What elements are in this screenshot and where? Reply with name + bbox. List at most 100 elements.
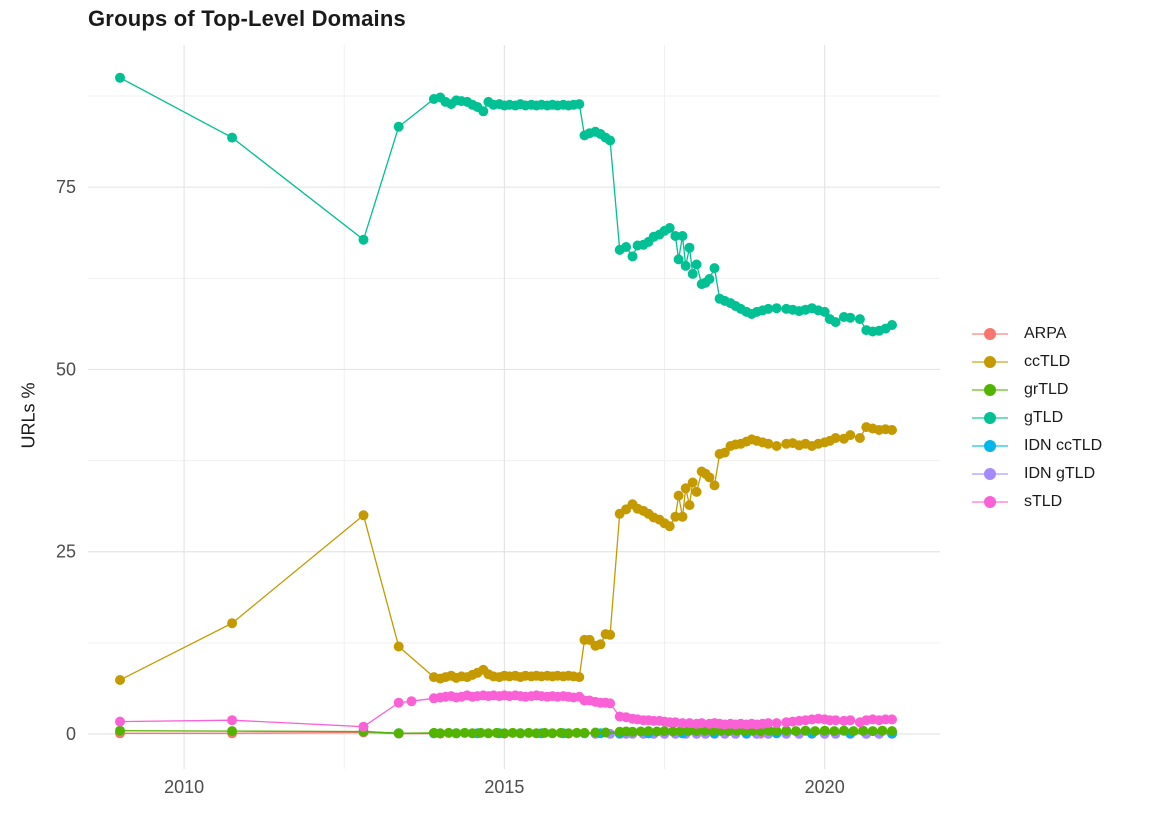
data-point	[227, 132, 238, 143]
data-point	[675, 726, 686, 737]
data-point	[605, 698, 616, 709]
data-point	[819, 306, 830, 317]
data-point	[687, 477, 698, 488]
data-point	[677, 718, 688, 729]
data-point	[590, 727, 601, 738]
data-point	[643, 726, 654, 737]
data-point	[691, 259, 702, 270]
legend-key-icon	[972, 327, 1008, 341]
data-point	[393, 697, 404, 708]
data-point	[499, 728, 510, 739]
data-point	[393, 728, 404, 739]
data-point	[854, 433, 865, 443]
legend-dot	[984, 496, 996, 508]
legend-item-ARPA: ARPA	[972, 320, 1102, 348]
data-point	[595, 639, 606, 650]
legend-item-sTLD: sTLD	[972, 488, 1102, 516]
data-point	[771, 441, 782, 451]
legend: ARPA ccTLD grTLD gTLD IDN ccTLD IDN gTLD sTLD	[972, 320, 1102, 516]
legend-dot	[984, 440, 996, 452]
data-point	[848, 726, 859, 737]
y-axis-tick-label: 25	[56, 542, 76, 562]
data-point	[670, 511, 681, 522]
data-point	[887, 726, 897, 737]
series-grTLD	[115, 725, 897, 739]
data-point	[659, 726, 670, 737]
y-axis-tick-label: 50	[56, 359, 76, 379]
data-point	[680, 260, 691, 271]
data-point	[635, 726, 646, 737]
data-point	[563, 728, 574, 739]
data-point	[691, 486, 702, 497]
data-point	[664, 223, 675, 233]
legend-key-icon	[972, 467, 1008, 481]
data-point	[664, 521, 675, 532]
legend-label: grTLD	[1024, 381, 1069, 398]
data-point	[683, 725, 694, 736]
legend-item-IDN-gTLD: IDN gTLD	[972, 460, 1102, 488]
data-point	[858, 725, 869, 736]
data-point	[605, 135, 616, 146]
data-point	[227, 618, 238, 629]
data-point	[763, 718, 774, 729]
data-point	[829, 726, 840, 737]
data-point	[854, 314, 865, 325]
legend-label: IDN gTLD	[1024, 465, 1096, 482]
data-point	[684, 500, 695, 511]
data-point	[478, 106, 489, 117]
data-point	[443, 727, 454, 738]
data-point	[771, 726, 782, 737]
data-point	[605, 629, 616, 640]
data-point	[709, 263, 720, 274]
y-axis-tick-label: 0	[66, 724, 76, 744]
data-point	[358, 234, 369, 245]
series-ccTLD	[115, 422, 897, 685]
x-axis-tick-label: 2015	[484, 777, 524, 797]
data-point	[574, 99, 585, 110]
data-point	[115, 716, 125, 727]
data-point	[227, 726, 238, 737]
legend-dot	[984, 412, 996, 424]
data-point	[627, 251, 638, 262]
data-point	[709, 480, 720, 491]
data-point	[539, 727, 550, 738]
data-point	[574, 672, 585, 683]
data-point	[531, 728, 542, 739]
data-point	[358, 721, 369, 732]
data-point	[838, 725, 849, 736]
series-line	[119, 426, 893, 681]
legend-item-ccTLD: ccTLD	[972, 348, 1102, 376]
data-point	[771, 718, 782, 729]
data-point	[451, 728, 462, 739]
data-point	[830, 433, 841, 443]
series-gTLD	[115, 72, 897, 337]
data-point	[459, 727, 470, 738]
data-point	[887, 320, 897, 330]
data-point	[771, 303, 782, 314]
data-point	[358, 510, 369, 521]
legend-key-icon	[972, 355, 1008, 369]
data-point	[491, 727, 502, 738]
data-point	[680, 483, 691, 494]
data-point	[819, 725, 830, 736]
data-point	[877, 725, 888, 736]
data-point	[435, 728, 446, 739]
data-point	[115, 675, 125, 685]
legend-dot	[984, 384, 996, 396]
data-point	[523, 727, 534, 738]
data-point	[887, 425, 897, 435]
data-point	[684, 242, 695, 253]
data-point	[555, 727, 566, 738]
data-point	[763, 303, 774, 314]
data-point	[667, 726, 678, 737]
data-point	[845, 430, 856, 441]
legend-label: gTLD	[1024, 409, 1064, 426]
data-point	[673, 490, 684, 501]
data-point	[764, 725, 774, 736]
data-point	[515, 728, 526, 739]
legend-item-gTLD: gTLD	[972, 404, 1102, 432]
legend-key-icon	[972, 439, 1008, 453]
series-line	[119, 77, 893, 333]
data-point	[547, 728, 558, 739]
legend-dot	[984, 468, 996, 480]
